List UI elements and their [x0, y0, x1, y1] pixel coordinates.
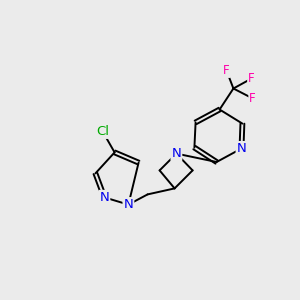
Text: F: F	[249, 92, 256, 105]
Text: N: N	[172, 147, 181, 160]
Text: N: N	[100, 191, 109, 204]
Text: F: F	[223, 64, 230, 77]
Text: F: F	[248, 72, 255, 85]
Text: N: N	[237, 142, 246, 155]
Text: Cl: Cl	[96, 125, 109, 138]
Text: N: N	[124, 198, 133, 211]
